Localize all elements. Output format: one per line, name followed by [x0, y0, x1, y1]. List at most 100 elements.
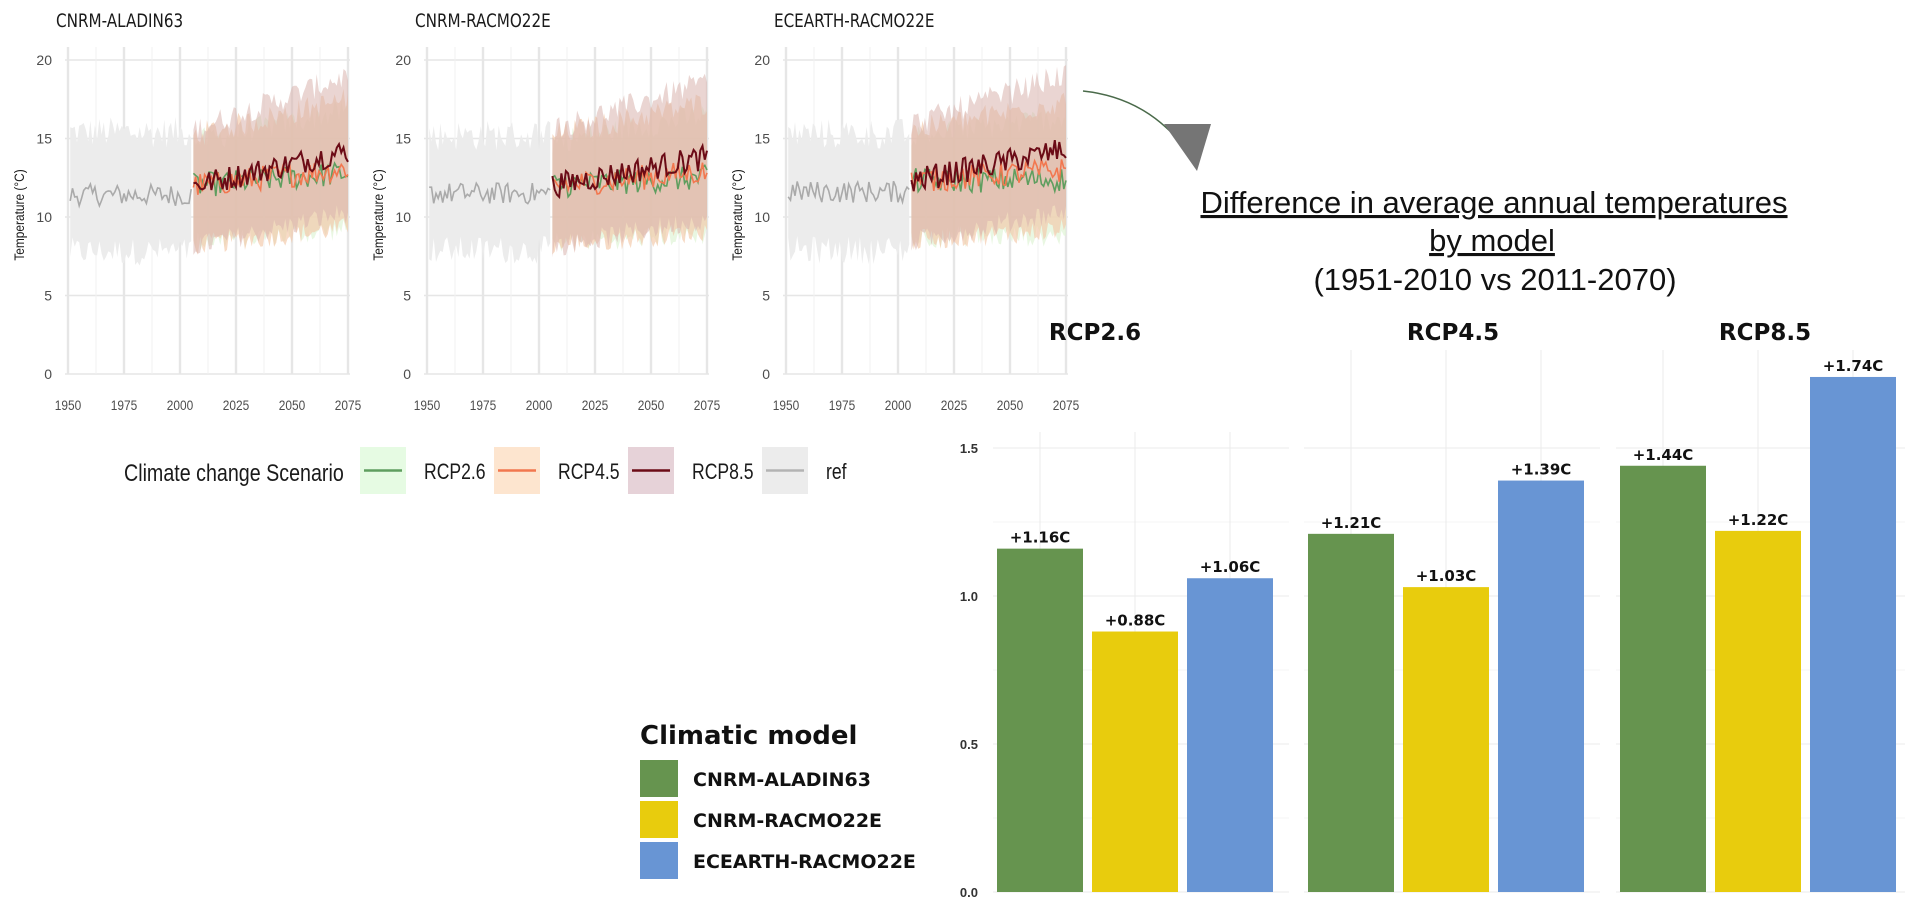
bar	[1403, 587, 1489, 892]
ref-line	[429, 181, 551, 205]
x-tick-label: 2075	[694, 397, 720, 413]
timeseries-panel-3: ECEARTH-RACMO22E 0 5 10 15 20 1950 1975 2000 2025…	[729, 10, 1079, 413]
bar	[1092, 631, 1178, 892]
scenario-legend: Climate change Scenario RCP2.6 RCP4.5 RCP8…	[124, 447, 847, 494]
bar-value-label: +0.88C	[1105, 612, 1166, 630]
model-legend-item: ECEARTH-RACMO22E	[640, 842, 916, 879]
bar-y-tick-label: 1.0	[960, 589, 978, 604]
x-tick-label: 2000	[167, 397, 193, 413]
y-tick-label: 20	[395, 52, 411, 68]
bar-value-label: +1.06C	[1200, 558, 1261, 576]
bar-facet-2: RCP4.5 +1.21C +1.03C +1.39C	[1304, 320, 1600, 893]
x-tick-label: 2050	[997, 397, 1023, 413]
panel-title: CNRM-RACMO22E	[415, 10, 551, 32]
bar-value-label: +1.44C	[1633, 446, 1694, 464]
y-tick-label: 10	[36, 209, 52, 225]
ref-band	[429, 120, 551, 264]
scenario-legend-item: RCP2.6	[360, 447, 486, 494]
bar-y-tick-label: 1.5	[960, 441, 978, 456]
y-tick-label: 10	[395, 209, 411, 225]
legend-label: RCP4.5	[558, 460, 620, 484]
bar-chart-subtitle: (1951-2010 vs 2011-2070)	[1313, 262, 1676, 297]
ref-line	[787, 179, 910, 206]
bar-value-label: +1.39C	[1511, 461, 1572, 479]
bar-chart-title-block: Difference in average annual temperature…	[1200, 185, 1787, 297]
bar	[1810, 376, 1896, 893]
bar	[1498, 480, 1584, 892]
y-tick-label: 5	[762, 288, 770, 304]
bar	[1308, 533, 1394, 892]
line-rcp45	[552, 162, 708, 195]
x-tick-label: 1950	[55, 397, 81, 413]
model-legend-swatch	[640, 842, 678, 879]
model-legend-items: CNRM-ALADIN63 CNRM-RACMO22E ECEARTH-RACMO2…	[640, 760, 916, 879]
bar-value-label: +1.74C	[1823, 357, 1884, 375]
y-axis-label: Temperature (°C)	[370, 169, 386, 260]
bar	[1187, 578, 1273, 892]
model-legend-title: Climatic model	[640, 721, 857, 751]
x-tick-label: 1975	[111, 397, 137, 413]
model-legend-swatch	[640, 801, 678, 838]
bar-facet-3: RCP8.5 +1.44C +1.22C +1.74C	[1616, 320, 1905, 893]
x-tick-label: 2075	[1053, 397, 1079, 413]
bar-facet-1: RCP2.6 +1.16C +0.88C +1.06C	[993, 320, 1289, 893]
arrow-curve	[1082, 90, 1183, 145]
y-tick-label: 0	[403, 366, 411, 382]
arrow-head	[1164, 124, 1211, 171]
model-legend-item: CNRM-RACMO22E	[640, 801, 882, 838]
bar-y-axis: 0.0 0.5 1.0 1.5	[960, 441, 978, 900]
reference-series	[787, 119, 910, 265]
line-rcp85	[551, 142, 708, 200]
scenario-legend-item: RCP4.5	[494, 447, 620, 494]
facet-title: RCP2.6	[1049, 320, 1141, 346]
panel-title: ECEARTH-RACMO22E	[774, 10, 934, 32]
x-tick-label: 2025	[941, 397, 967, 413]
model-legend-item: CNRM-ALADIN63	[640, 760, 871, 797]
y-tick-label: 0	[762, 366, 770, 382]
model-legend: Climatic model CNRM-ALADIN63 CNRM-RACMO22…	[640, 721, 916, 879]
timeseries-panel-2: CNRM-RACMO22E 0 5 10 15 20 1950 1975 2000 2025 205…	[370, 10, 720, 413]
y-tick-label: 5	[44, 288, 52, 304]
bar-value-label: +1.21C	[1321, 514, 1382, 532]
bar-chart-title-line2: by model	[1429, 223, 1555, 258]
scenario-legend-item: ref	[762, 447, 847, 494]
scenario-legend-items: RCP2.6 RCP4.5 RCP8.5 ref	[360, 447, 847, 494]
ref-line	[69, 181, 192, 209]
scenario-series	[910, 65, 1067, 251]
scenario-series	[192, 69, 349, 255]
x-tick-label: 2050	[279, 397, 305, 413]
arrow	[1082, 90, 1211, 171]
line-rcp85	[910, 139, 1067, 192]
x-tick-label: 2000	[526, 397, 552, 413]
x-tick-label: 1975	[829, 397, 855, 413]
scenario-legend-title: Climate change Scenario	[124, 459, 344, 486]
x-tick-label: 2000	[885, 397, 911, 413]
model-legend-label: CNRM-ALADIN63	[693, 769, 871, 791]
x-tick-label: 1950	[414, 397, 440, 413]
reference-series	[69, 116, 192, 266]
x-tick-label: 1975	[470, 397, 496, 413]
legend-label: ref	[826, 460, 847, 484]
bar	[1715, 530, 1801, 892]
x-tick-label: 2025	[223, 397, 249, 413]
bar-chart-title-line1: Difference in average annual temperature…	[1200, 185, 1787, 220]
ref-band	[70, 116, 192, 266]
legend-label: RCP8.5	[692, 460, 754, 484]
bar	[1620, 465, 1706, 892]
model-legend-swatch	[640, 760, 678, 797]
x-tick-label: 2025	[582, 397, 608, 413]
facet-title: RCP4.5	[1407, 320, 1499, 346]
bar-y-tick-label: 0.5	[960, 737, 978, 752]
x-tick-label: 1950	[773, 397, 799, 413]
panel-title: CNRM-ALADIN63	[56, 10, 183, 32]
y-axis-label: Temperature (°C)	[729, 169, 745, 260]
model-legend-label: CNRM-RACMO22E	[693, 810, 882, 832]
scenario-series	[551, 73, 708, 258]
facet-title: RCP8.5	[1719, 320, 1811, 346]
bar	[997, 548, 1083, 892]
y-tick-label: 0	[44, 366, 52, 382]
bar-value-label: +1.16C	[1010, 529, 1071, 547]
bar-y-tick-label: 0.0	[960, 885, 978, 900]
